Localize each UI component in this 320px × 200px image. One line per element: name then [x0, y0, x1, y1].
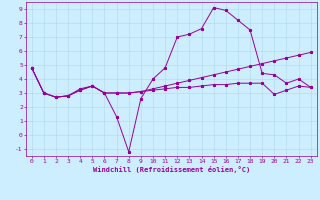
X-axis label: Windchill (Refroidissement éolien,°C): Windchill (Refroidissement éolien,°C) [92, 166, 250, 173]
